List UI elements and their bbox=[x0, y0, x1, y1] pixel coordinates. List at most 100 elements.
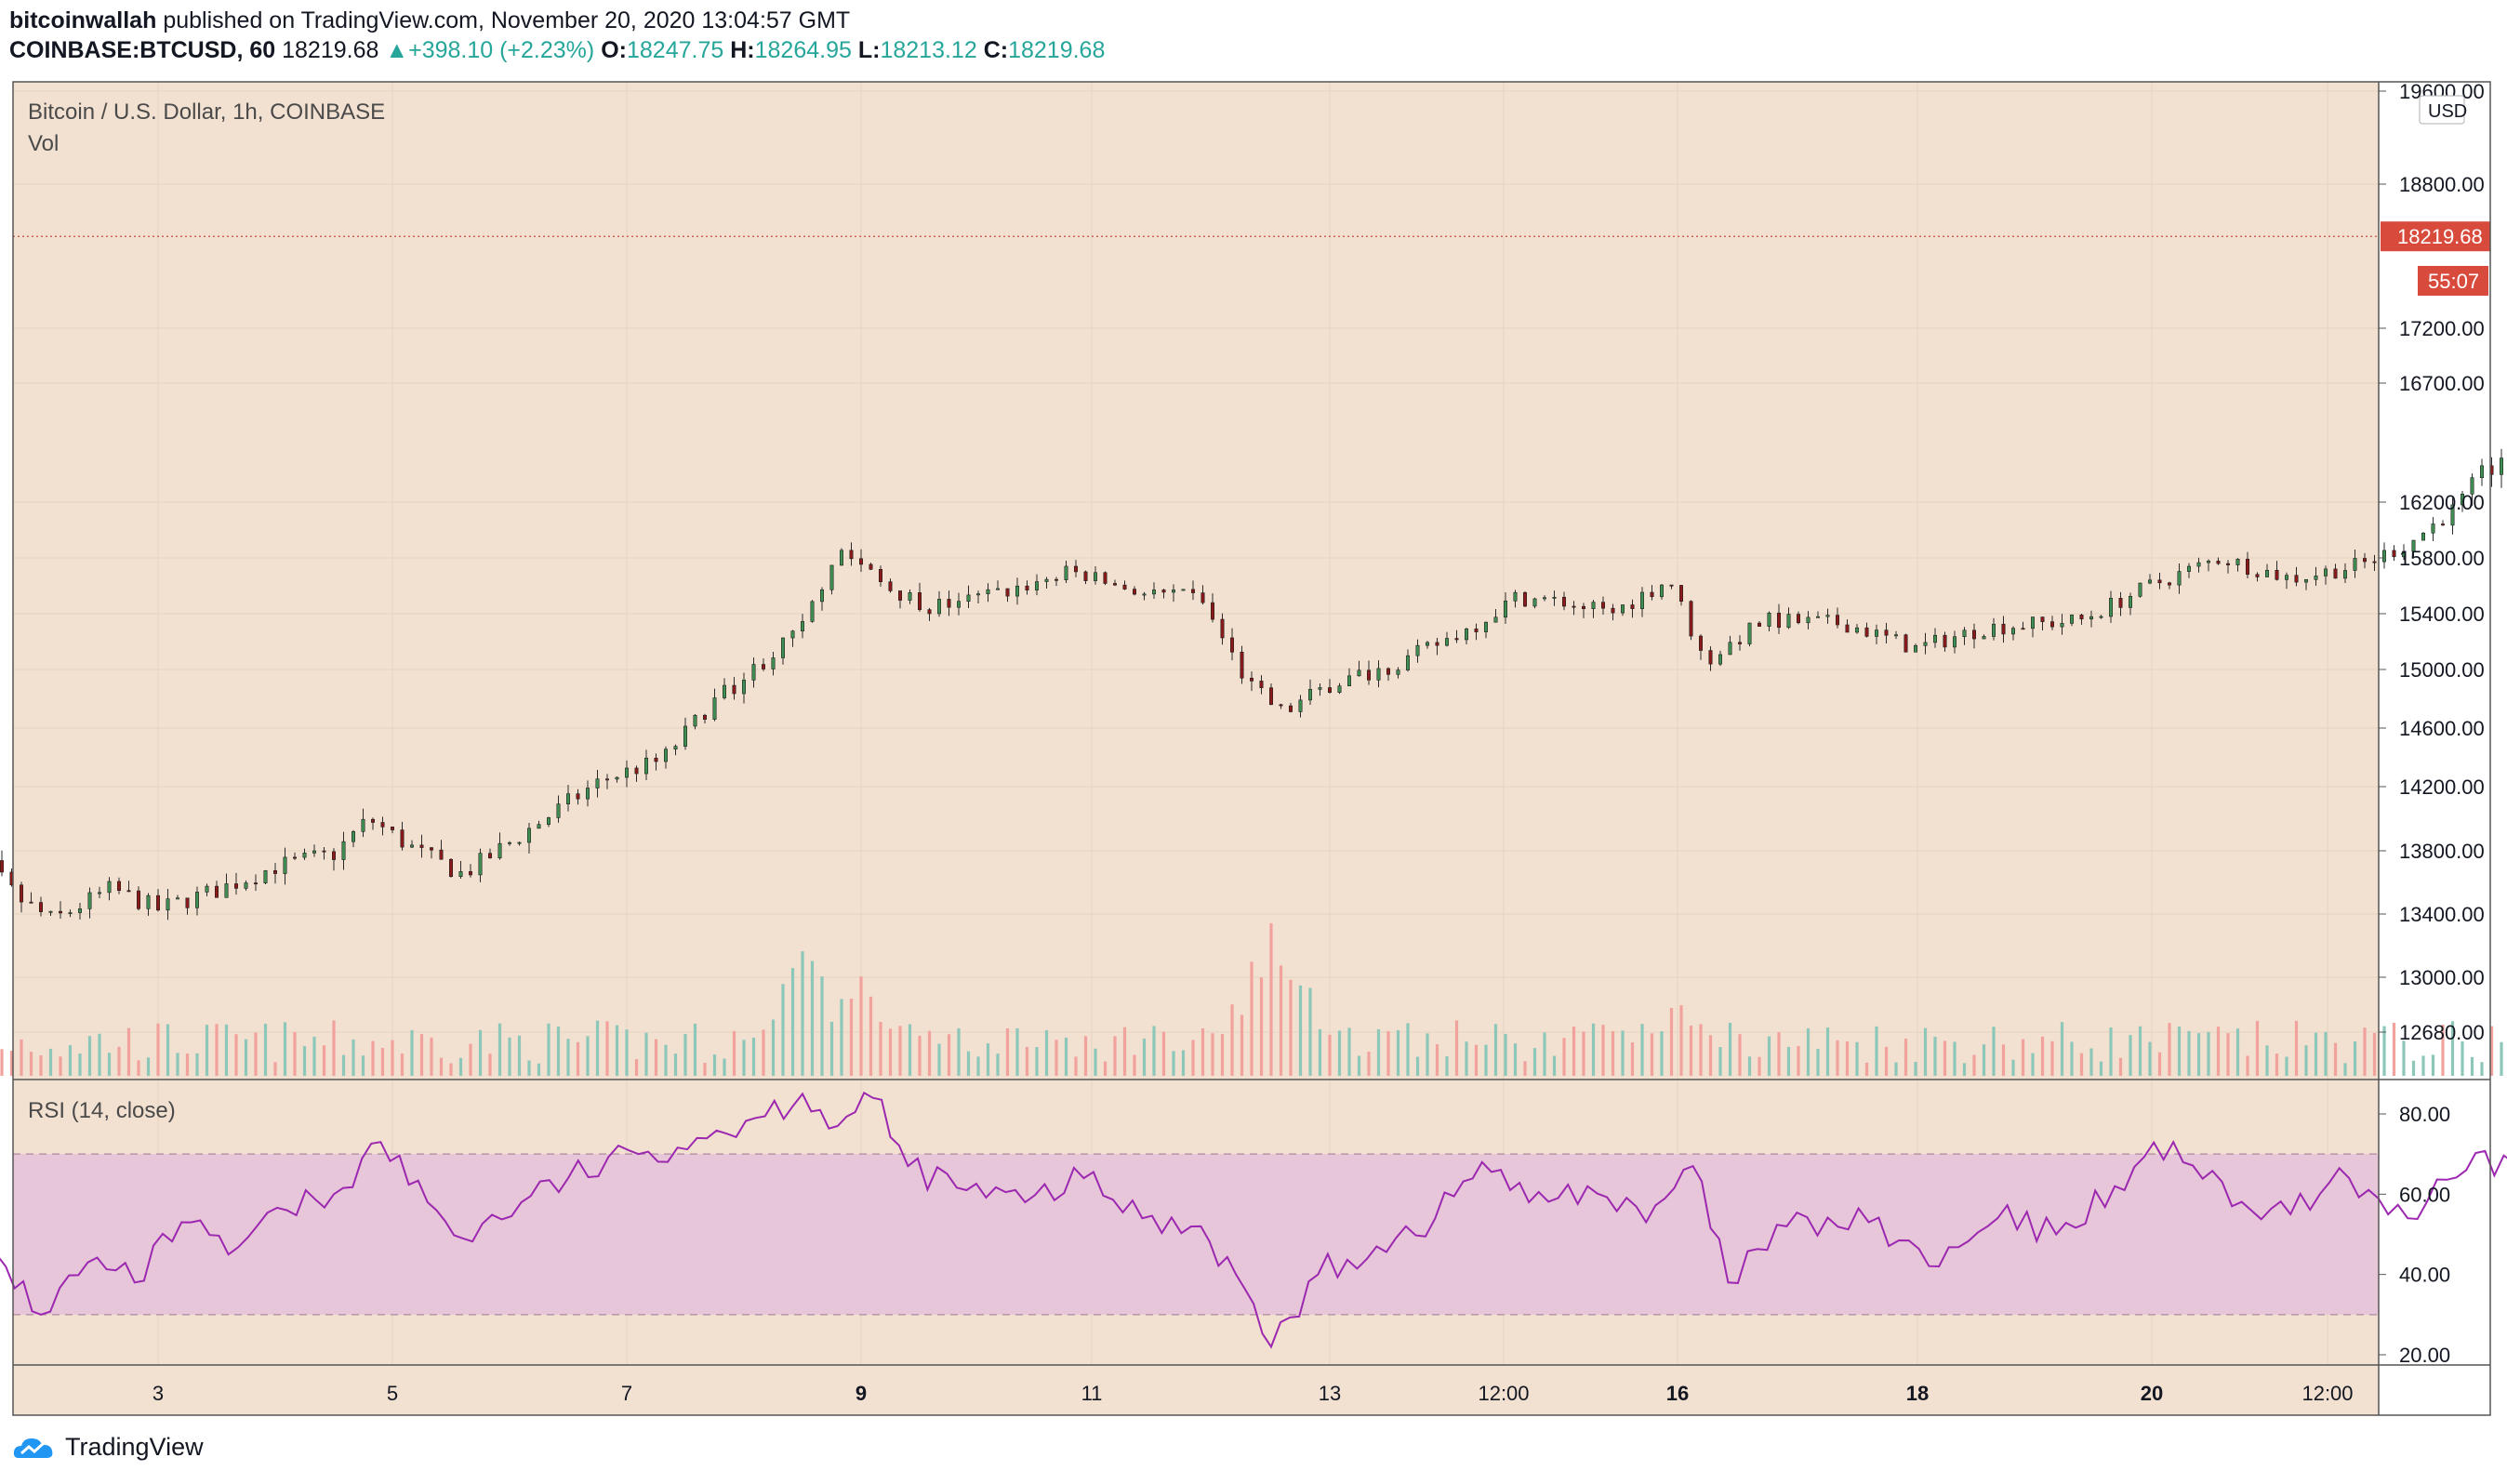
candle-body bbox=[1747, 622, 1752, 644]
author-name[interactable]: bitcoinwallah bbox=[9, 7, 157, 33]
candle-body bbox=[1308, 689, 1313, 701]
volume-bar bbox=[762, 1029, 765, 1076]
candle-body bbox=[1797, 614, 1801, 624]
candle-body bbox=[2060, 623, 2064, 628]
volume-bar bbox=[829, 1021, 834, 1076]
candle-body bbox=[29, 901, 33, 904]
volume-bar bbox=[488, 1053, 492, 1076]
volume-bar bbox=[2021, 1039, 2025, 1076]
volume-bar bbox=[1601, 1025, 1605, 1076]
candle-body bbox=[263, 869, 268, 883]
last-price-tag bbox=[2381, 221, 2490, 252]
volume-bar bbox=[1318, 1028, 1322, 1076]
volume-bar bbox=[224, 1024, 229, 1076]
chart-title: Bitcoin / U.S. Dollar, 1h, COINBASE bbox=[28, 99, 385, 125]
candle-body bbox=[2216, 561, 2221, 564]
candle-body bbox=[1113, 583, 1118, 586]
candle-body bbox=[1758, 622, 1762, 627]
candle-body bbox=[878, 569, 882, 582]
volume-bar bbox=[439, 1057, 444, 1076]
candle-body bbox=[1982, 636, 1986, 640]
volume-bar bbox=[497, 1023, 502, 1076]
volume-bar bbox=[1298, 985, 1303, 1076]
candle-body bbox=[507, 841, 511, 844]
volume-bar bbox=[693, 1023, 697, 1076]
candle-body bbox=[1953, 636, 1957, 648]
volume-bar bbox=[263, 1023, 268, 1076]
volume-bar bbox=[957, 1027, 961, 1076]
volume-bar bbox=[664, 1044, 668, 1076]
candle-body bbox=[936, 599, 941, 615]
volume-bar bbox=[1777, 1032, 1781, 1076]
tradingview-footer[interactable]: TradingView bbox=[11, 1433, 204, 1462]
volume-bar bbox=[1903, 1038, 1908, 1076]
volume-bar bbox=[1650, 1033, 1654, 1076]
volume-bar bbox=[430, 1037, 433, 1076]
volume-bar bbox=[2275, 1053, 2279, 1076]
candle-body bbox=[966, 594, 971, 602]
candle-body bbox=[604, 778, 609, 781]
candle-body bbox=[2177, 571, 2182, 586]
volume-bar bbox=[2500, 1041, 2503, 1076]
volume-bar bbox=[2148, 1041, 2152, 1076]
candle-body bbox=[1318, 687, 1322, 690]
currency-badge bbox=[2419, 95, 2465, 125]
candle-body bbox=[517, 841, 522, 844]
rsi-tick-label: 60.00 bbox=[2399, 1183, 2450, 1206]
volume-bar bbox=[341, 1054, 346, 1076]
candle-body bbox=[1728, 642, 1732, 656]
candle-body bbox=[1279, 704, 1283, 707]
candle-body bbox=[2461, 494, 2465, 506]
volume-bar bbox=[1825, 1027, 1830, 1076]
candle-body bbox=[283, 856, 287, 874]
candle-body bbox=[2372, 561, 2377, 563]
rsi-band bbox=[13, 1154, 2379, 1315]
volume-bar bbox=[2246, 1055, 2249, 1076]
volume-bar bbox=[2304, 1045, 2308, 1076]
candle-body bbox=[595, 778, 600, 788]
volume-bar bbox=[1660, 1031, 1664, 1076]
volume-bar bbox=[1718, 1047, 1722, 1076]
volume-bar bbox=[1200, 1028, 1205, 1076]
volume-bar bbox=[1679, 1004, 1683, 1076]
open-label: O: bbox=[601, 37, 627, 63]
candle-body bbox=[2226, 563, 2231, 565]
volume-bar bbox=[2187, 1030, 2191, 1076]
volume-bar bbox=[391, 1040, 394, 1076]
candle-body bbox=[810, 601, 815, 622]
candle-body bbox=[1914, 645, 1918, 653]
volume-bar bbox=[1875, 1026, 1878, 1076]
volume-bar bbox=[615, 1025, 619, 1076]
candle-body bbox=[2148, 579, 2153, 584]
candle-body bbox=[1406, 655, 1411, 670]
volume-bar bbox=[869, 996, 873, 1076]
volume-bar bbox=[1055, 1040, 1058, 1076]
volume-bar bbox=[576, 1041, 580, 1076]
volume-bar bbox=[644, 1032, 648, 1076]
volume-bar bbox=[273, 1062, 277, 1076]
volume-bar bbox=[566, 1039, 570, 1076]
volume-bar bbox=[1465, 1041, 1468, 1076]
volume-bar bbox=[1337, 1030, 1342, 1076]
rsi-tick-label: 40.00 bbox=[2399, 1264, 2450, 1287]
candle-body bbox=[38, 902, 43, 912]
volume-bar bbox=[2089, 1048, 2093, 1076]
volume-bar bbox=[1747, 1056, 1752, 1076]
volume-bar bbox=[59, 1056, 62, 1076]
candle-body bbox=[1064, 565, 1068, 580]
volume-bar bbox=[1621, 1030, 1625, 1076]
volume-bar bbox=[1347, 1027, 1351, 1076]
candle-body bbox=[185, 897, 190, 908]
candle-body bbox=[2402, 550, 2407, 558]
candle-body bbox=[546, 817, 550, 825]
volume-bar bbox=[1103, 1061, 1108, 1076]
candle-body bbox=[78, 908, 83, 913]
candle-body bbox=[1903, 634, 1908, 653]
candle-body bbox=[341, 841, 346, 860]
volume-bar bbox=[947, 1034, 951, 1076]
volume-bar bbox=[29, 1052, 33, 1076]
candle-body bbox=[1396, 669, 1400, 675]
volume-bar bbox=[2255, 1020, 2260, 1076]
volume-bar bbox=[1953, 1041, 1957, 1076]
